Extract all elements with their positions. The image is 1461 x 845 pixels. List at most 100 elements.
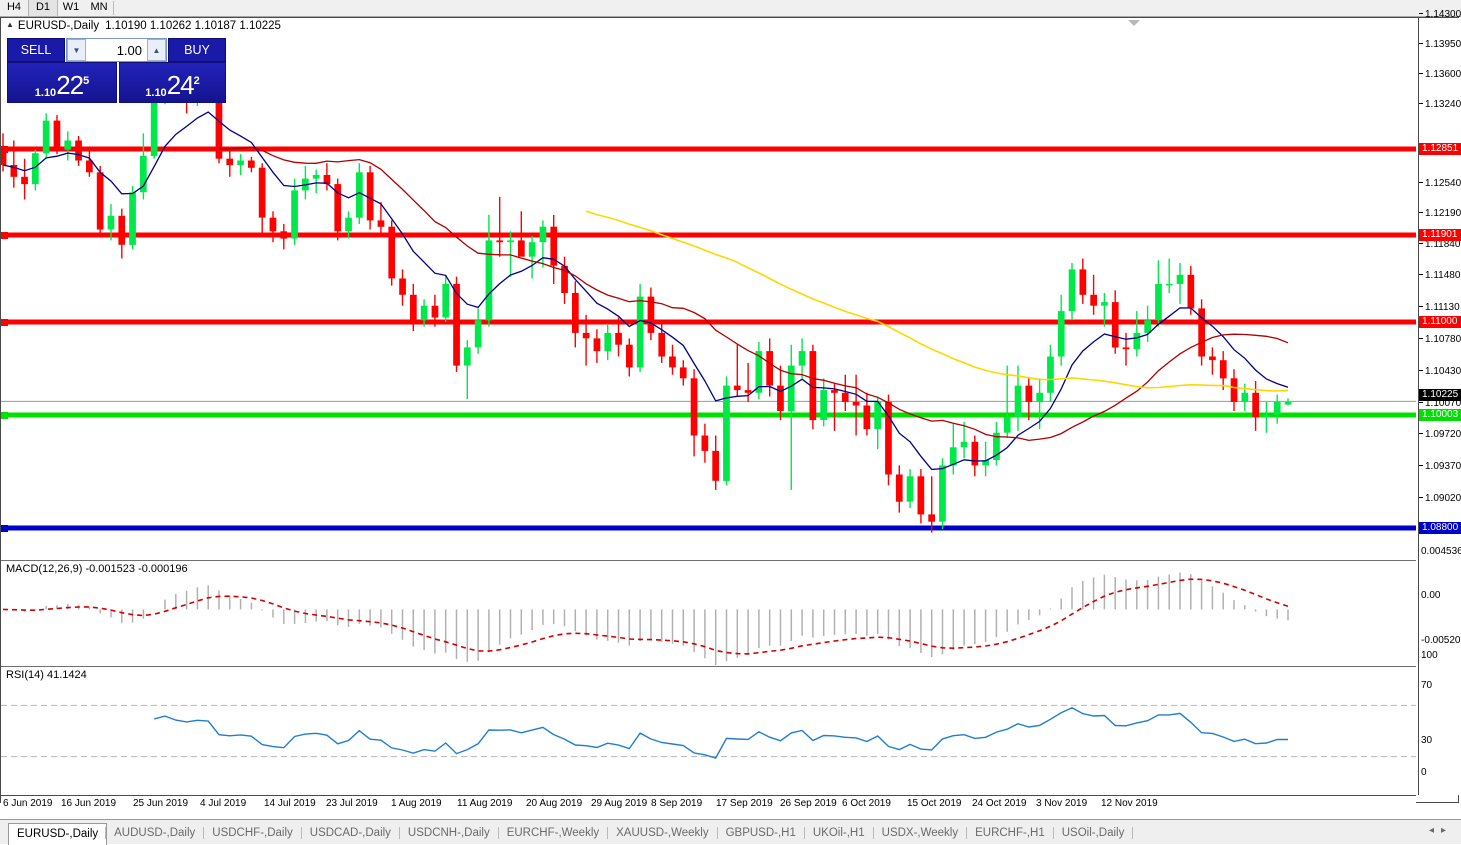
tab-divider bbox=[398, 827, 400, 839]
price-tick-label: 1.13950 bbox=[1425, 39, 1461, 50]
buy-price-box[interactable]: 1.10242 bbox=[119, 62, 226, 103]
price-tick-label: 1.11840 bbox=[1425, 239, 1461, 250]
time-tick-label: 3 Nov 2019 bbox=[1036, 798, 1088, 809]
tab-divider bbox=[607, 827, 609, 839]
price-tick-label: 1.11130 bbox=[1425, 302, 1460, 313]
tab-divider bbox=[105, 827, 107, 839]
timeframe-h4[interactable]: H4 bbox=[6, 1, 22, 13]
time-tick-label: 25 Jun 2019 bbox=[133, 798, 189, 809]
chart-tab-eurchf-weekly[interactable]: EURCHF-,Weekly bbox=[506, 827, 600, 839]
chart-tab-bar: ◂▸ EURUSD-,Daily AUDUSD-,Daily USDCHF-,Dai… bbox=[0, 819, 1461, 845]
macd-tick: 0.00 bbox=[1419, 590, 1440, 601]
price-badge: 1.10003 bbox=[1419, 409, 1461, 421]
price-tick-label: 1.09370 bbox=[1425, 461, 1461, 472]
price-tick-label: 1.14300 bbox=[1425, 9, 1461, 20]
chart-expand-icon[interactable]: ▲ bbox=[6, 20, 14, 29]
trade-controls-row: SELL ▼ 1.00 ▲ BUY bbox=[7, 38, 226, 62]
price-tick: 1.11480 bbox=[1419, 270, 1460, 281]
price-pane[interactable] bbox=[1, 18, 1416, 558]
macd-label: MACD(12,26,9) -0.001523 -0.000196 bbox=[6, 563, 188, 575]
price-tick: 1.09370 bbox=[1419, 461, 1461, 472]
tab-scroll-right-icon[interactable]: ▸ bbox=[1440, 825, 1453, 836]
chart-header: ▲ EURUSD-,Daily 1.10190 1.10262 1.10187 1.… bbox=[6, 20, 281, 32]
chart-tab-ukoil-h1[interactable]: UKOil-,H1 bbox=[812, 827, 865, 839]
sell-price-box[interactable]: 1.10225 bbox=[7, 62, 117, 103]
time-tick-label: 4 Jul 2019 bbox=[200, 798, 247, 809]
lot-size-input[interactable]: 1.00 bbox=[116, 42, 142, 58]
macd-tick-label: -0.005205 bbox=[1421, 635, 1461, 646]
macd-tick: -0.005205 bbox=[1419, 635, 1461, 646]
price-tick-label: 1.13600 bbox=[1425, 69, 1461, 80]
tab-divider bbox=[716, 827, 718, 839]
chart-tab-usdcnh-daily[interactable]: USDCNH-,Daily bbox=[407, 827, 490, 839]
price-tick: 1.13240 bbox=[1419, 99, 1461, 110]
sell-button[interactable]: SELL bbox=[7, 38, 65, 62]
price-tick-label: 1.12540 bbox=[1425, 178, 1461, 189]
lot-increase-icon[interactable]: ▲ bbox=[147, 39, 166, 61]
buy-price-main: 24 bbox=[166, 70, 195, 100]
candlestick-chart bbox=[1, 47, 1416, 533]
timeframe-d1[interactable]: D1 bbox=[28, 0, 58, 16]
time-tick-label: 26 Sep 2019 bbox=[780, 798, 837, 809]
price-tick: 1.13950 bbox=[1419, 39, 1461, 50]
buy-button[interactable]: BUY bbox=[168, 38, 226, 62]
tab-scroll-arrows[interactable]: ◂▸ bbox=[1429, 825, 1453, 836]
macd-tick-label: 0.00 bbox=[1421, 590, 1441, 601]
chart-tab-usdcad-daily[interactable]: USDCAD-,Daily bbox=[309, 827, 391, 839]
time-tick-label: 24 Oct 2019 bbox=[972, 798, 1027, 809]
chart-tab-eurchf-h1[interactable]: EURCHF-,H1 bbox=[975, 827, 1045, 839]
time-tick-label: 17 Sep 2019 bbox=[716, 798, 773, 809]
price-tick-label: 1.09720 bbox=[1425, 429, 1461, 440]
rsi-tick-label: 100 bbox=[1421, 650, 1438, 661]
price-scale[interactable]: 1.14300 1.13950 1.13600 1.13240 1.12540 1.121… bbox=[1418, 9, 1461, 795]
rsi-label: RSI(14) 41.1424 bbox=[6, 669, 87, 681]
chart-tab-xauusd-weekly[interactable]: XAUUSD-,Weekly bbox=[616, 827, 709, 839]
time-tick-label: 6 Oct 2019 bbox=[842, 798, 891, 809]
rsi-tick: 100 bbox=[1419, 650, 1438, 661]
price-tick: 1.13600 bbox=[1419, 69, 1461, 80]
time-tick-label: 1 Aug 2019 bbox=[391, 798, 442, 809]
rsi-tick-label: 0 bbox=[1421, 767, 1427, 778]
tab-divider bbox=[803, 827, 805, 839]
rsi-tick-label: 70 bbox=[1421, 680, 1433, 691]
time-tick-label: 8 Sep 2019 bbox=[651, 798, 703, 809]
timeframe-mn[interactable]: MN bbox=[90, 1, 108, 13]
tab-scroll-left-icon[interactable]: ◂ bbox=[1428, 825, 1441, 836]
time-tick-label: 23 Jul 2019 bbox=[326, 798, 378, 809]
macd-pane[interactable]: MACD(12,26,9) -0.001523 -0.000196 bbox=[1, 560, 1416, 666]
tab-divider bbox=[966, 827, 968, 839]
chart-symbol-label: EURUSD-,Daily bbox=[17, 20, 100, 32]
price-tick: 1.12540 bbox=[1419, 178, 1461, 189]
chart-tab-audusd-daily[interactable]: AUDUSD-,Daily bbox=[114, 827, 196, 839]
price-tick-label: 1.10780 bbox=[1425, 334, 1461, 345]
rsi-tick-label: 30 bbox=[1421, 735, 1433, 746]
timeframe-toolbar: H4 D1 W1 MN bbox=[0, 0, 1461, 17]
chart-tab-eurusd-daily[interactable]: EURUSD-,Daily bbox=[8, 823, 108, 845]
timeframe-w1[interactable]: W1 bbox=[62, 1, 80, 13]
tab-divider bbox=[1052, 827, 1054, 839]
chart-tab-gbpusd-h1[interactable]: GBPUSD-,H1 bbox=[725, 827, 796, 839]
price-tick: 1.14300 bbox=[1419, 9, 1461, 20]
lot-size-stepper[interactable]: ▼ 1.00 ▲ bbox=[66, 38, 167, 62]
chart-tab-usoil-daily[interactable]: USOil-,Daily bbox=[1061, 827, 1125, 839]
time-scale[interactable]: 6 Jun 2019 16 Jun 2019 25 Jun 2019 4 Jul 20… bbox=[1, 795, 1416, 812]
price-tick: 1.10430 bbox=[1419, 366, 1461, 377]
macd-tick-label: 0.004536 bbox=[1421, 546, 1461, 557]
one-click-trading-panel: SELL ▼ 1.00 ▲ BUY 1.10225 1.10242 bbox=[7, 38, 226, 103]
price-badge: 1.11000 bbox=[1419, 316, 1461, 328]
lot-decrease-icon[interactable]: ▼ bbox=[67, 39, 86, 61]
rsi-pane[interactable]: RSI(14) 41.1424 bbox=[1, 666, 1416, 796]
sell-price-main: 22 bbox=[56, 70, 84, 100]
time-tick-label: 15 Oct 2019 bbox=[907, 798, 962, 809]
price-tick: 1.09020 bbox=[1419, 493, 1461, 504]
chart-tab-usdchf-daily[interactable]: USDCHF-,Daily bbox=[212, 827, 293, 839]
chart-tab-usdx-weekly[interactable]: USDX-,Weekly bbox=[881, 827, 959, 839]
price-tick-label: 1.10430 bbox=[1425, 366, 1461, 377]
buy-price-prefix: 1.10 bbox=[145, 87, 167, 99]
time-tick-label: 29 Aug 2019 bbox=[591, 798, 648, 809]
collapse-triangle-icon[interactable] bbox=[1128, 20, 1140, 26]
time-tick-label: 12 Nov 2019 bbox=[1101, 798, 1158, 809]
price-tick-label: 1.09020 bbox=[1425, 493, 1461, 504]
chart-ohlc-values: 1.10190 1.10262 1.10187 1.10225 bbox=[105, 20, 281, 32]
buy-price-fraction: 2 bbox=[193, 75, 200, 87]
